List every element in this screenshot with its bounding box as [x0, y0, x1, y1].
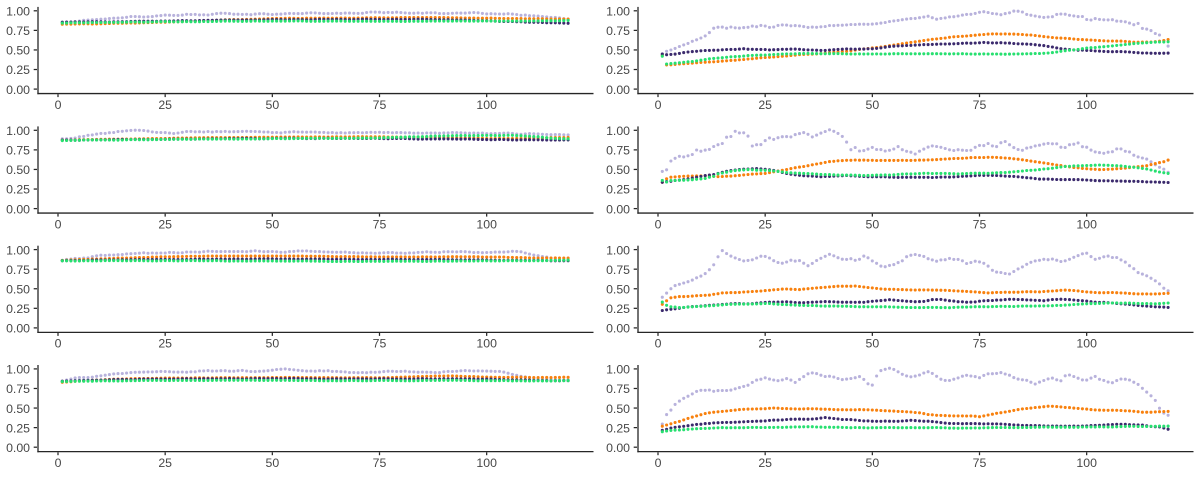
- svg-text:0.50: 0.50: [6, 44, 30, 58]
- svg-text:50: 50: [265, 98, 279, 112]
- svg-text:50: 50: [865, 456, 879, 470]
- svg-text:75: 75: [973, 98, 987, 112]
- svg-text:100: 100: [476, 456, 497, 470]
- svg-text:75: 75: [973, 456, 987, 470]
- svg-text:0.75: 0.75: [606, 382, 630, 396]
- svg-text:0.25: 0.25: [6, 302, 30, 316]
- svg-text:25: 25: [158, 98, 172, 112]
- svg-text:1.00: 1.00: [606, 363, 630, 377]
- svg-text:0.75: 0.75: [606, 263, 630, 277]
- svg-text:100: 100: [1076, 217, 1097, 231]
- svg-text:0.75: 0.75: [6, 144, 30, 158]
- svg-text:0: 0: [55, 98, 62, 112]
- svg-text:0.50: 0.50: [606, 282, 630, 296]
- svg-text:0.25: 0.25: [6, 63, 30, 77]
- svg-text:0.00: 0.00: [6, 83, 30, 97]
- svg-text:100: 100: [1076, 98, 1097, 112]
- svg-text:25: 25: [158, 337, 172, 351]
- svg-text:0: 0: [655, 337, 662, 351]
- svg-text:50: 50: [865, 98, 879, 112]
- svg-text:100: 100: [476, 337, 497, 351]
- svg-text:100: 100: [476, 217, 497, 231]
- svg-text:0.00: 0.00: [6, 322, 30, 336]
- svg-text:75: 75: [373, 98, 387, 112]
- svg-text:25: 25: [758, 456, 772, 470]
- svg-text:75: 75: [973, 217, 987, 231]
- svg-text:0.00: 0.00: [6, 202, 30, 216]
- svg-text:0: 0: [55, 337, 62, 351]
- svg-text:50: 50: [265, 337, 279, 351]
- svg-text:0.75: 0.75: [606, 24, 630, 38]
- svg-text:75: 75: [373, 456, 387, 470]
- svg-text:0.50: 0.50: [6, 282, 30, 296]
- svg-text:0.50: 0.50: [606, 163, 630, 177]
- svg-text:0.50: 0.50: [6, 163, 30, 177]
- svg-text:75: 75: [373, 217, 387, 231]
- svg-text:0.25: 0.25: [6, 183, 30, 197]
- svg-text:50: 50: [865, 337, 879, 351]
- svg-text:0.25: 0.25: [606, 63, 630, 77]
- svg-text:0.00: 0.00: [606, 83, 630, 97]
- svg-text:0: 0: [655, 217, 662, 231]
- svg-text:0.00: 0.00: [606, 322, 630, 336]
- svg-text:1.00: 1.00: [6, 124, 30, 138]
- svg-text:0.25: 0.25: [606, 421, 630, 435]
- svg-text:0.50: 0.50: [6, 402, 30, 416]
- svg-text:0.00: 0.00: [606, 441, 630, 455]
- svg-text:50: 50: [865, 217, 879, 231]
- svg-text:50: 50: [265, 456, 279, 470]
- svg-text:75: 75: [973, 337, 987, 351]
- svg-text:0: 0: [55, 217, 62, 231]
- svg-text:0.75: 0.75: [606, 144, 630, 158]
- svg-text:0.25: 0.25: [6, 421, 30, 435]
- svg-text:0.00: 0.00: [6, 441, 30, 455]
- svg-text:25: 25: [758, 337, 772, 351]
- svg-text:0.75: 0.75: [6, 382, 30, 396]
- svg-text:100: 100: [1076, 337, 1097, 351]
- svg-text:1.00: 1.00: [6, 5, 30, 19]
- svg-text:0.25: 0.25: [606, 302, 630, 316]
- svg-text:0.50: 0.50: [606, 44, 630, 58]
- svg-text:0.00: 0.00: [606, 202, 630, 216]
- svg-text:25: 25: [758, 98, 772, 112]
- svg-text:0.25: 0.25: [606, 183, 630, 197]
- svg-text:1.00: 1.00: [606, 5, 630, 19]
- svg-text:0.75: 0.75: [6, 263, 30, 277]
- svg-text:25: 25: [158, 456, 172, 470]
- svg-text:0: 0: [55, 456, 62, 470]
- svg-text:0.75: 0.75: [6, 24, 30, 38]
- svg-text:0: 0: [655, 456, 662, 470]
- svg-text:0.50: 0.50: [606, 402, 630, 416]
- svg-text:50: 50: [265, 217, 279, 231]
- svg-text:1.00: 1.00: [6, 363, 30, 377]
- svg-text:25: 25: [158, 217, 172, 231]
- svg-text:1.00: 1.00: [606, 243, 630, 257]
- svg-text:100: 100: [1076, 456, 1097, 470]
- svg-text:1.00: 1.00: [606, 124, 630, 138]
- svg-text:75: 75: [373, 337, 387, 351]
- svg-text:25: 25: [758, 217, 772, 231]
- svg-text:100: 100: [476, 98, 497, 112]
- svg-text:0: 0: [655, 98, 662, 112]
- svg-text:1.00: 1.00: [6, 243, 30, 257]
